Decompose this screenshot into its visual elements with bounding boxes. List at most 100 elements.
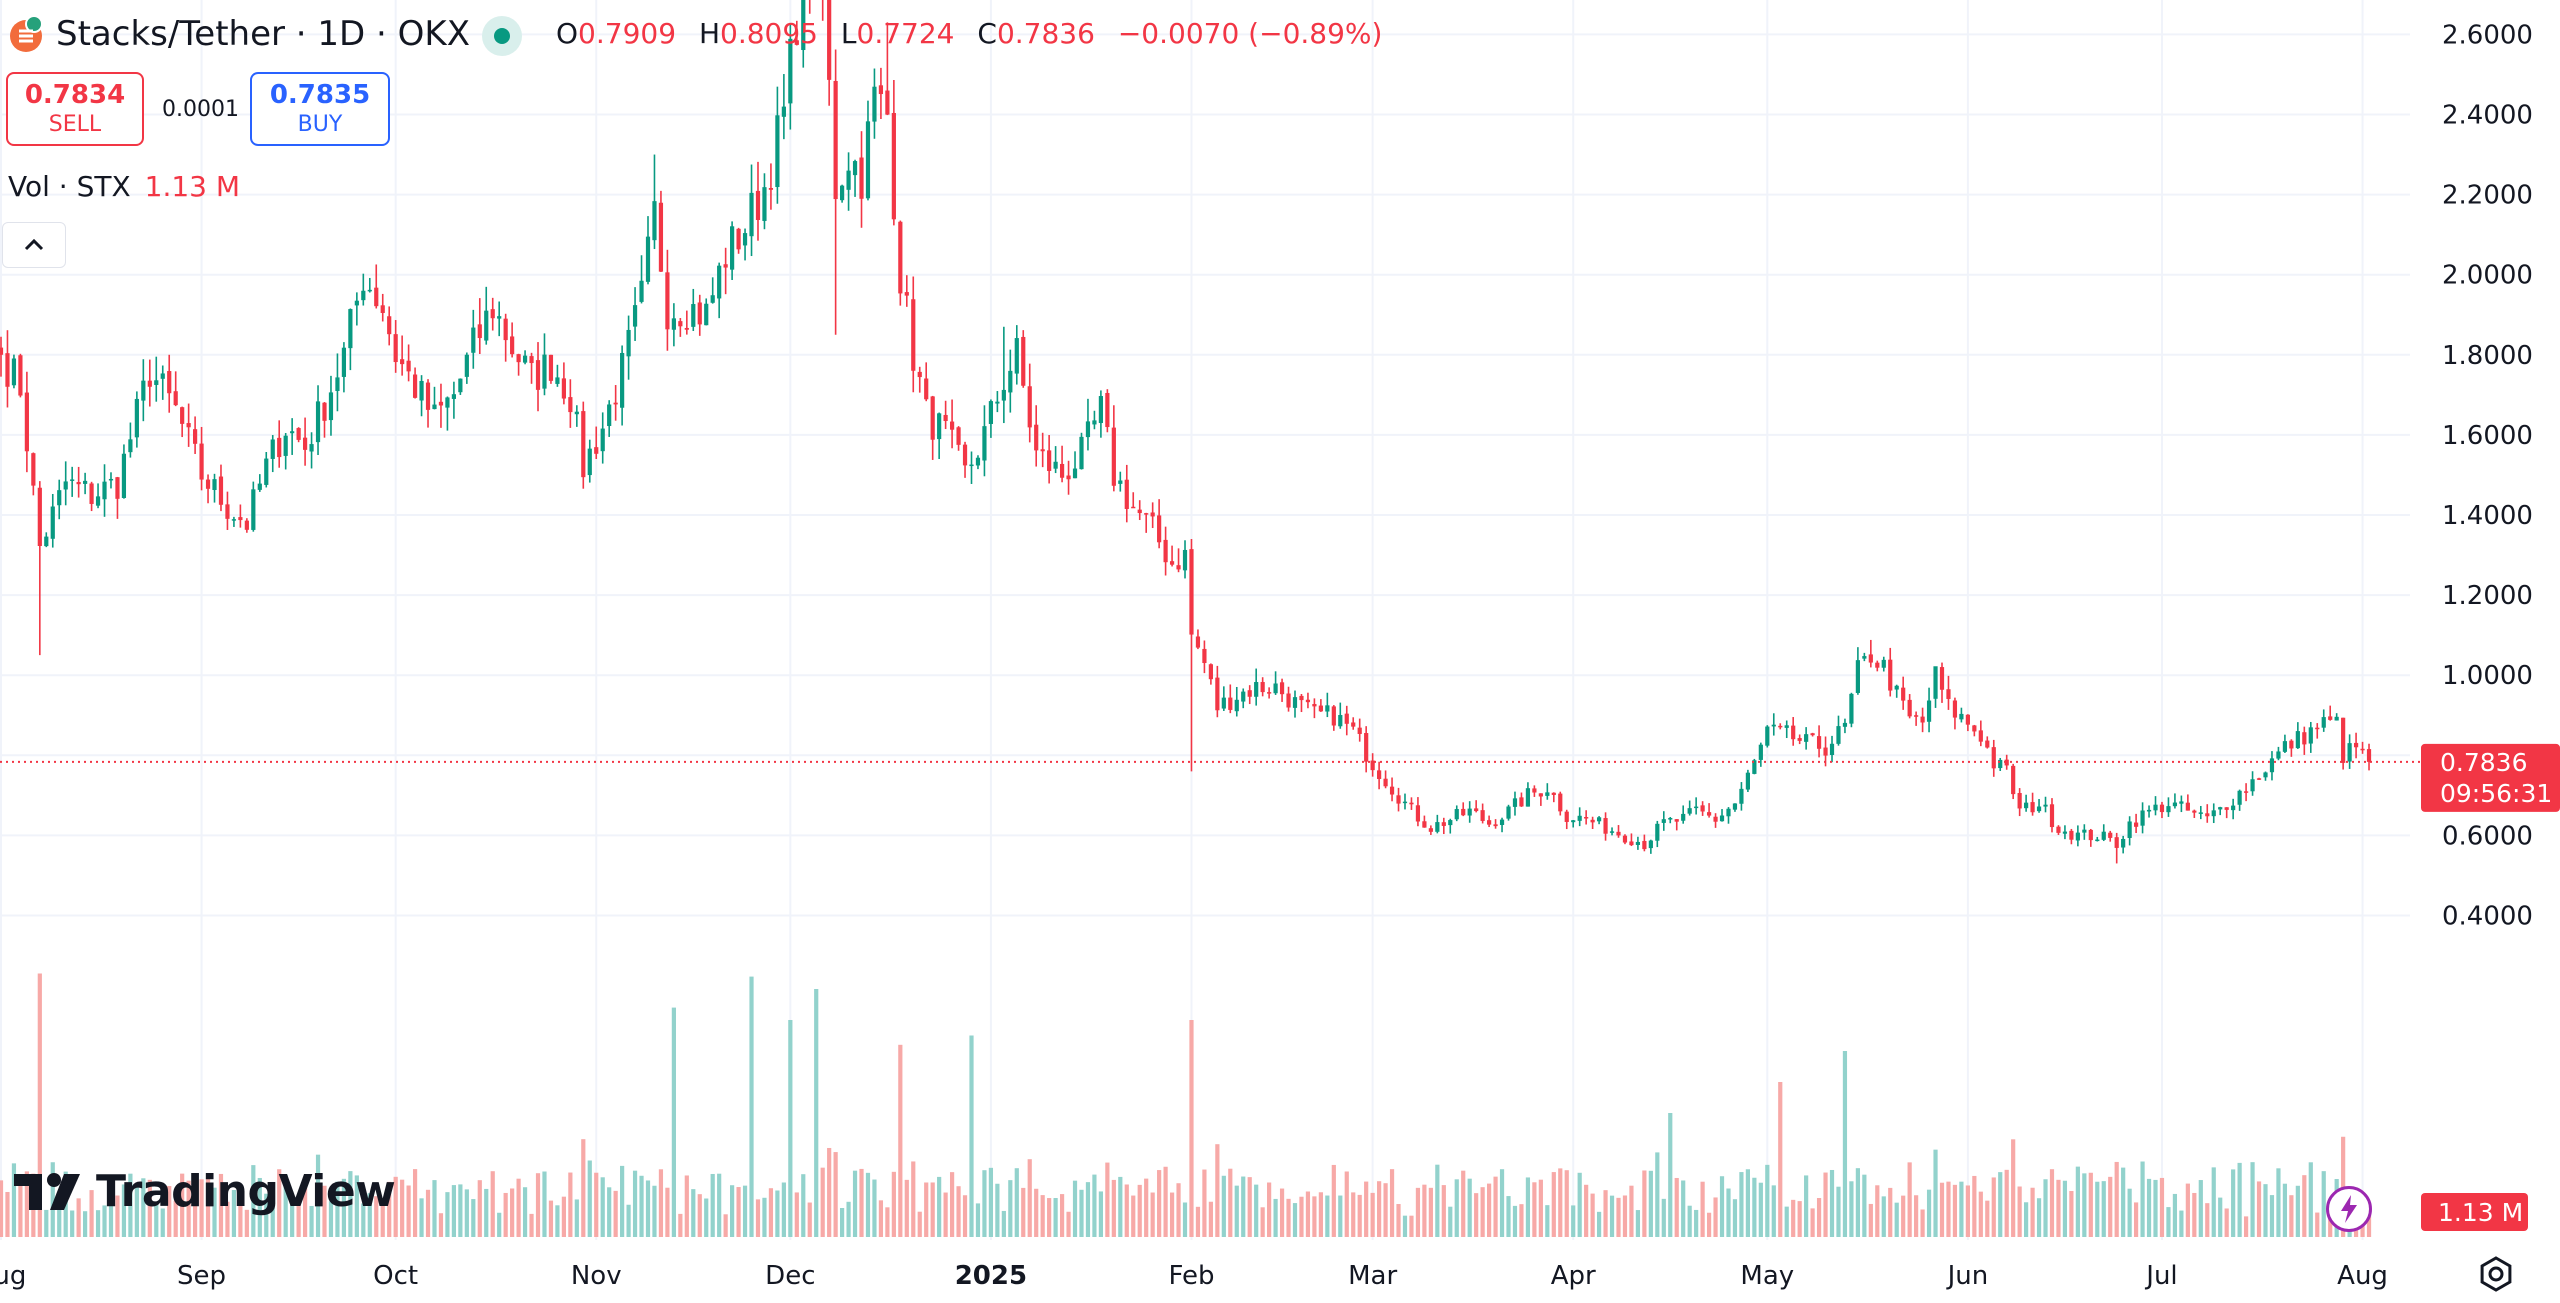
candle-body: [1855, 660, 1860, 693]
price-tick-label: 2.0000: [2442, 261, 2533, 291]
candle-body: [425, 382, 431, 410]
volume-bar: [594, 1172, 599, 1237]
candle-body: [833, 80, 838, 200]
volume-bar: [167, 1186, 172, 1237]
time-axis[interactable]: Aug Sep Oct Nov Dec 2025 Feb Mar Apr May Jun Jul Aug: [0, 1261, 2388, 1291]
volume-bar: [451, 1185, 456, 1237]
tradingview-logo[interactable]: TradingView: [12, 1166, 396, 1217]
volume-bar: [193, 1193, 198, 1237]
price-tick-label: 0.4000: [2442, 902, 2533, 932]
candle-body: [1247, 690, 1252, 697]
volume-bar: [1202, 1169, 1207, 1237]
volume-bar: [1596, 1211, 1602, 1237]
volume-bar: [2198, 1180, 2203, 1237]
volume-bar: [516, 1178, 521, 1237]
buy-button[interactable]: 0.7835 BUY: [250, 72, 390, 146]
candle-body: [1816, 736, 1822, 749]
volume-bar: [898, 1044, 903, 1237]
price-axis[interactable]: 0.4000 0.6000 1.0000 1.2000 1.4000 1.6000 1.80…: [2442, 0, 2533, 932]
candle-body: [535, 360, 541, 390]
volume-bar: [846, 1201, 851, 1237]
candle-body: [742, 233, 748, 246]
volume-bar: [827, 1147, 832, 1237]
symbol-title[interactable]: Stacks/Tether · 1D · OKX: [56, 14, 470, 54]
volume-bar: [83, 1211, 88, 1237]
candle-body: [613, 402, 618, 405]
volume-bar: [697, 1194, 702, 1237]
volume-bar: [361, 1203, 366, 1237]
flash-button[interactable]: [2326, 1186, 2372, 1232]
volume-bar: [1169, 1192, 1175, 1237]
volume-bar: [296, 1198, 301, 1237]
volume-bar: [949, 1172, 955, 1237]
volume-bar: [581, 1139, 586, 1237]
candle-body: [1279, 682, 1285, 695]
candle-body: [24, 392, 29, 452]
candle-body: [645, 236, 651, 282]
candle-body: [283, 435, 288, 456]
volume-bar: [1286, 1198, 1291, 1237]
volume-bar: [328, 1201, 334, 1237]
candle-body: [76, 482, 81, 485]
volume-bar: [904, 1179, 909, 1237]
volume-bar: [1247, 1177, 1252, 1237]
volume-bar: [665, 1187, 670, 1237]
candle-body: [2289, 740, 2294, 749]
settings-icon[interactable]: [2476, 1254, 2516, 1294]
candle-body: [1985, 740, 1990, 748]
change-value: −0.0070 (−0.89%): [1117, 17, 1383, 50]
volume-bar: [419, 1198, 424, 1237]
volume-bar: [44, 1209, 49, 1237]
candle-body: [704, 303, 709, 326]
candle-body: [1959, 713, 1964, 720]
volume-bar: [5, 1191, 10, 1237]
candle-body: [1325, 705, 1330, 712]
volume-bar: [1415, 1187, 1421, 1237]
volume-bar: [412, 1169, 418, 1237]
volume-bar: [917, 1211, 922, 1237]
candle-body: [2366, 749, 2372, 762]
candle-body: [1299, 695, 1304, 701]
market-status-icon[interactable]: [482, 16, 522, 56]
candle-body: [484, 310, 489, 341]
volume-bar: [1506, 1196, 1511, 1237]
candle-body: [522, 355, 528, 363]
candle-body: [1441, 822, 1446, 826]
candle-body: [1150, 512, 1155, 517]
candle-body: [878, 85, 884, 95]
candle-body: [510, 336, 515, 355]
volume-bar: [1642, 1170, 1647, 1237]
candle-body: [2360, 748, 2365, 751]
volume-bar: [645, 1180, 651, 1237]
volume-bar: [755, 1199, 761, 1237]
volume-bar: [1959, 1181, 1964, 1237]
candle-body: [1338, 715, 1343, 727]
collapse-legend-button[interactable]: [2, 222, 66, 268]
candle-body: [296, 428, 301, 440]
volume-bar: [2302, 1175, 2307, 1237]
volume-bar: [510, 1188, 515, 1237]
volume-bar: [1318, 1192, 1323, 1237]
candle-body: [1577, 815, 1582, 821]
candle-body: [2043, 804, 2048, 807]
volume-bar: [1254, 1184, 1259, 1237]
time-tick-label: May: [1740, 1261, 1794, 1291]
volume-bar: [1189, 1020, 1194, 1237]
volume-bar: [76, 1198, 81, 1237]
volume-bar: [290, 1204, 295, 1237]
volume-legend[interactable]: Vol · STX 1.13 M: [8, 170, 240, 203]
volume-bar: [788, 1020, 793, 1237]
volume-bar: [1590, 1193, 1595, 1237]
candle-body: [717, 265, 722, 299]
volume-bar: [1816, 1198, 1822, 1237]
candle-body: [264, 458, 269, 485]
volume-bar: [2043, 1179, 2048, 1237]
volume-bar: [1157, 1170, 1162, 1237]
volume-bar: [1622, 1195, 1628, 1237]
sell-button[interactable]: 0.7834 SELL: [6, 72, 144, 146]
volume-bar: [911, 1161, 916, 1237]
candle-body: [2282, 741, 2288, 752]
volume-bar: [128, 1173, 133, 1237]
volume-bar: [1111, 1179, 1116, 1237]
